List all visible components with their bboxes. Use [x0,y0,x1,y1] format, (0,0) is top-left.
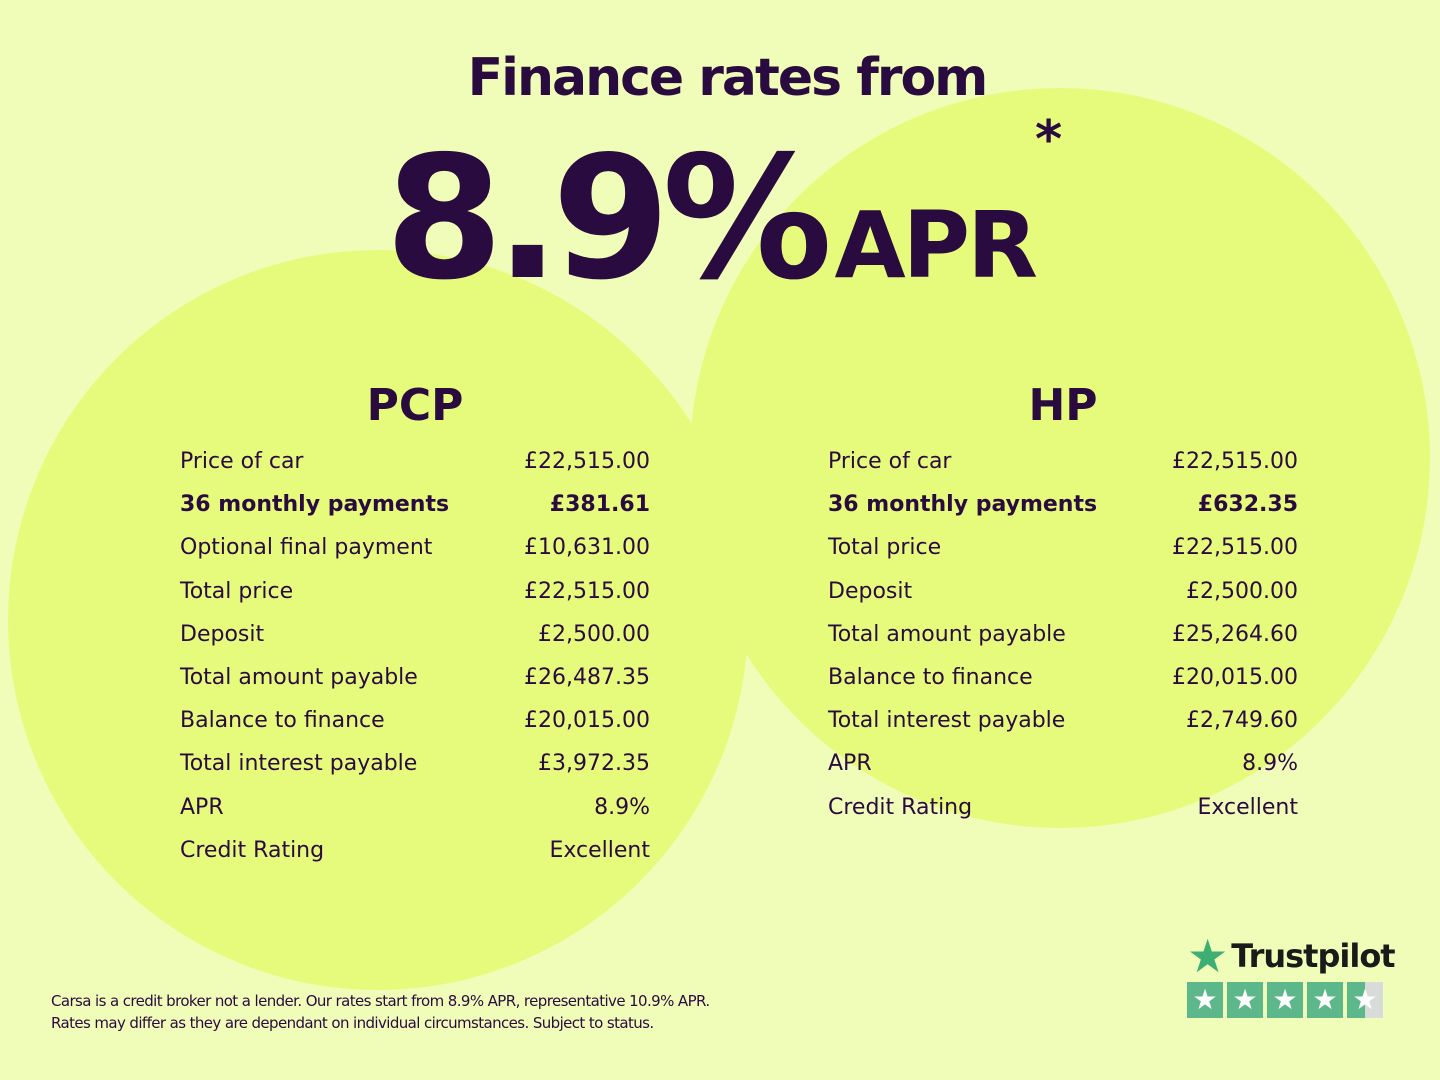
row-label: Total price [828,535,942,561]
row-value: £2,500.00 [538,621,650,647]
pcp-heading: PCP [366,380,464,431]
hp-rows: Price of car £22,515.00 36 monthly payment… [828,449,1298,838]
row-value: £381.61 [549,492,650,518]
disclaimer-line-2: Rates may differ as they are dependant o… [51,1014,654,1032]
table-row: Credit Rating Excellent [828,795,1298,838]
table-row: Total interest payable £3,972.35 [180,751,650,794]
row-value: £20,015.00 [524,708,650,734]
rating-star-icon: ★ [1267,982,1303,1018]
asterisk: * [1034,110,1063,170]
row-label: Total interest payable [180,751,418,777]
table-row: Total price £22,515.00 [180,579,650,622]
rating-star-icon: ★ [1347,982,1383,1018]
row-label: Total price [180,578,294,604]
row-label: 36 monthly payments [828,492,1098,518]
row-value: £22,515.00 [524,449,650,474]
table-row: APR 8.9% [180,795,650,838]
table-row: Price of car £22,515.00 [180,449,650,492]
table-row: Deposit £2,500.00 [180,622,650,665]
table-row: Total amount payable £25,264.60 [828,622,1298,665]
row-value: £22,515.00 [524,578,650,604]
table-row: Balance to finance £20,015.00 [180,708,650,751]
row-value: £3,972.35 [538,751,650,777]
trustpilot-name: Trustpilot [1231,937,1395,975]
row-label: Optional final payment [180,535,433,561]
row-label: Balance to finance [180,708,385,734]
table-row: 36 monthly payments £381.61 [180,492,650,535]
row-label: Balance to finance [828,664,1033,690]
row-label: APR [180,794,224,820]
row-label: Price of car [180,449,304,474]
table-row: Total amount payable £26,487.35 [180,665,650,708]
row-value: £22,515.00 [1172,449,1298,474]
table-row: Price of car £22,515.00 [828,449,1298,492]
row-value: £25,264.60 [1172,621,1298,647]
row-label: 36 monthly payments [180,492,450,518]
table-row: Total price £22,515.00 [828,535,1298,578]
disclaimer: Carsa is a credit broker not a lender. O… [51,990,710,1034]
trustpilot-rating: ★ ★ ★ ★ ★ [1187,982,1395,1018]
row-value: 8.9% [594,794,650,820]
table-row: APR 8.9% [828,751,1298,794]
row-value: 8.9% [1242,751,1298,777]
row-value: £20,015.00 [1172,664,1298,690]
table-row: 36 monthly payments £632.35 [828,492,1298,535]
row-label: Credit Rating [180,837,325,863]
row-value: £10,631.00 [524,535,650,561]
rate-value: 8.9% [385,120,832,318]
row-label: Deposit [180,621,265,647]
table-row: Optional final payment £10,631.00 [180,535,650,578]
table-row: Total interest payable £2,749.60 [828,708,1298,751]
disclaimer-line-1: Carsa is a credit broker not a lender. O… [51,992,710,1010]
rating-star-icon: ★ [1307,982,1343,1018]
pcp-rows: Price of car £22,515.00 36 monthly payment… [180,449,650,881]
decorative-circle-left [8,250,748,990]
page-title: Finance rates from [467,48,989,108]
rating-star-icon: ★ [1187,982,1223,1018]
row-label: Total amount payable [180,664,418,690]
row-value: £2,749.60 [1186,708,1298,734]
row-value: £2,500.00 [1186,578,1298,604]
row-value: £632.35 [1197,492,1298,518]
table-row: Balance to finance £20,015.00 [828,665,1298,708]
table-row: Deposit £2,500.00 [828,579,1298,622]
headline-rate: 8.9% APR * [385,110,1062,318]
row-label: Total interest payable [828,708,1066,734]
trustpilot-star-icon: ★ [1187,929,1228,983]
row-label: Total amount payable [828,621,1066,647]
rate-unit: APR [834,192,1037,299]
trustpilot-badge: ★ Trustpilot ★ ★ ★ ★ ★ [1187,929,1396,1018]
row-label: Credit Rating [828,794,973,820]
row-label: APR [828,751,872,777]
row-value: £22,515.00 [1172,535,1298,561]
hp-heading: HP [1028,380,1098,431]
pcp-table: PCP Price of car £22,515.00 36 monthly pay… [180,380,650,881]
row-value: Excellent [549,837,651,863]
rating-star-icon: ★ [1227,982,1263,1018]
hp-table: HP Price of car £22,515.00 36 monthly paym… [828,380,1298,838]
table-row: Credit Rating Excellent [180,838,650,881]
row-value: £26,487.35 [524,664,650,690]
row-label: Price of car [828,449,952,474]
row-label: Deposit [828,578,913,604]
decorative-circle-right [690,88,1430,828]
row-value: Excellent [1197,794,1299,820]
